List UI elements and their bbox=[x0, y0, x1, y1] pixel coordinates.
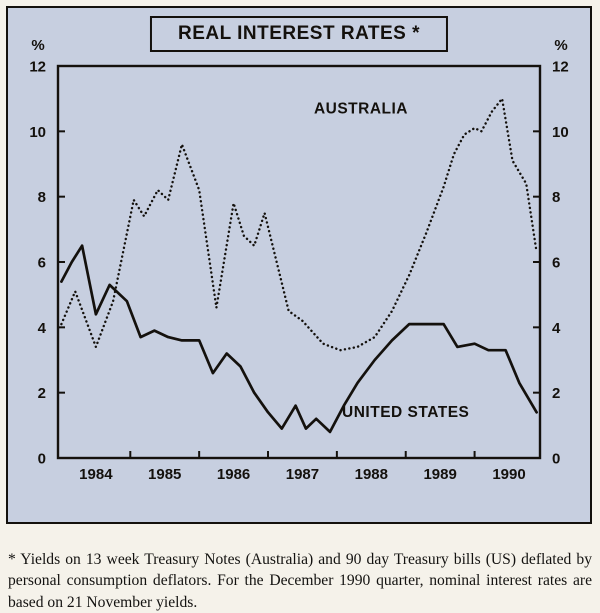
real-interest-rates-chart: 0 0 2 2 4 4 6 6 8 8 10 10 12 12% % 1984 1985 1986 1987 1988… bbox=[29, 37, 569, 483]
y-tick-label-right: 2 bbox=[552, 385, 560, 402]
chart-title: REAL INTEREST RATES * bbox=[149, 16, 449, 52]
y-tick-label-right: 4 bbox=[552, 320, 561, 337]
y-tick-label-right: 8 bbox=[552, 189, 560, 206]
y-tick-label-left: 2 bbox=[38, 385, 46, 402]
y-tick-label-left: 10 bbox=[29, 124, 46, 141]
y-tick-label-right: 10 bbox=[552, 124, 569, 141]
y-tick-label-right: 6 bbox=[552, 255, 560, 272]
y-tick-label-left: 4 bbox=[38, 320, 47, 337]
y-tick-label-left: 8 bbox=[38, 189, 46, 206]
series-label-australia: AUSTRALIA bbox=[314, 100, 408, 117]
footnote-text: * Yields on 13 week Treasury Notes (Aust… bbox=[8, 550, 592, 611]
x-tick-label: 1985 bbox=[148, 466, 181, 483]
y-tick-label-left: 6 bbox=[38, 255, 46, 272]
x-tick-label: 1987 bbox=[286, 466, 319, 483]
x-tick-label: 1984 bbox=[79, 466, 113, 483]
x-tick-label: 1990 bbox=[492, 466, 525, 483]
percent-label-left: % bbox=[31, 37, 44, 54]
series-line-united-states bbox=[60, 244, 538, 434]
y-tick-label-right: 0 bbox=[552, 451, 560, 468]
series-label-united-states: UNITED STATES bbox=[342, 404, 469, 421]
chart-frame: REAL INTEREST RATES * 0 0 2 2 4 4 6 6 8 8 10 10 12 12… bbox=[6, 6, 592, 524]
x-tick-label: 1986 bbox=[217, 466, 250, 483]
x-tick-label: 1989 bbox=[423, 466, 456, 483]
y-tick-label-left: 0 bbox=[38, 451, 46, 468]
percent-label-right: % bbox=[554, 37, 567, 54]
plot-frame bbox=[56, 64, 542, 460]
y-tick-label-right: 12 bbox=[552, 59, 569, 76]
x-tick-label: 1988 bbox=[355, 466, 388, 483]
y-tick-label-left: 12 bbox=[29, 59, 46, 76]
series-line-australia bbox=[60, 97, 538, 352]
